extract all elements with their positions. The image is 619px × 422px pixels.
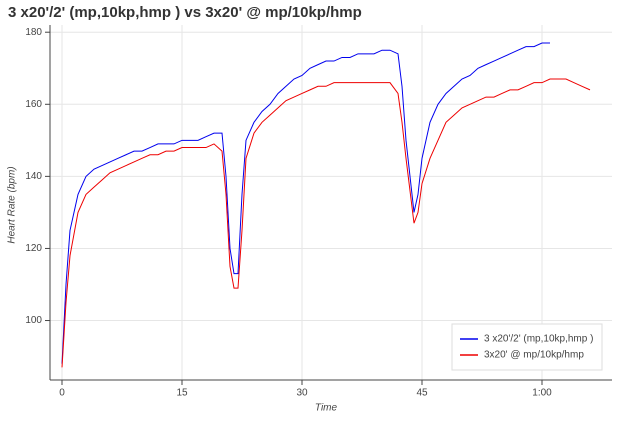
legend-box (451, 323, 603, 371)
x-tick-label: 45 (416, 388, 428, 399)
chart-title: 3 x20'/2' (mp,10kp,hmp ) vs 3x20' @ mp/1… (8, 4, 362, 21)
y-tick-label: 160 (25, 99, 42, 110)
x-axis-label: Time (315, 403, 338, 414)
legend-label: 3x20' @ mp/10kp/hmp (484, 350, 584, 361)
x-tick-label: 0 (59, 388, 65, 399)
y-tick-label: 120 (25, 243, 42, 254)
legend-label: 3 x20'/2' (mp,10kp,hmp ) (484, 334, 593, 345)
y-tick-label: 100 (25, 315, 42, 326)
x-tick-label: 1:00 (532, 388, 552, 399)
y-tick-label: 140 (25, 171, 42, 182)
y-axis-label: Heart Rate (bpm) (7, 166, 18, 243)
x-tick-label: 30 (296, 388, 308, 399)
y-tick-label: 180 (25, 27, 42, 38)
x-tick-label: 15 (176, 388, 188, 399)
series-line (61, 78, 591, 368)
series-line (61, 42, 550, 364)
